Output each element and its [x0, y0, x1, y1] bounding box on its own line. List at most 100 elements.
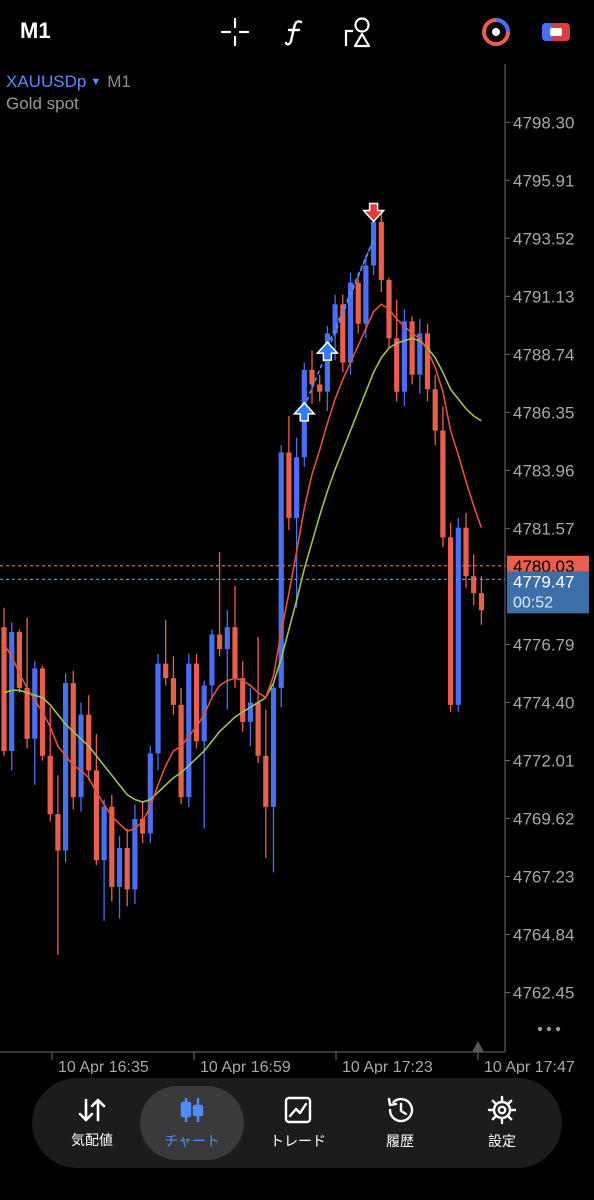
bid-price-box	[507, 571, 589, 614]
candle-body	[409, 321, 415, 375]
top-toolbar: M1	[0, 0, 594, 64]
symbol-description: Gold spot	[6, 94, 79, 113]
sell-arrow-icon	[361, 202, 386, 223]
candle-body	[163, 663, 169, 679]
candle-body	[109, 806, 115, 887]
indicator-function-icon[interactable]	[277, 14, 313, 50]
candle-body	[286, 452, 292, 518]
candle-body	[232, 627, 238, 679]
candle-body	[455, 527, 461, 705]
price-label: 4767.23	[513, 867, 574, 886]
time-label: 10 Apr 17:47	[484, 1059, 575, 1074]
candle-body	[394, 338, 400, 392]
moving-average-slow	[3, 337, 482, 803]
candle-body	[1, 627, 7, 751]
candle-body	[116, 848, 123, 887]
candle-body	[47, 755, 53, 815]
candle-body	[478, 593, 484, 611]
candle-body	[178, 704, 184, 798]
chart-candles-icon	[180, 1098, 204, 1122]
candle-body	[147, 753, 153, 834]
countdown-timer: 00:52	[513, 594, 553, 611]
one-click-trading-icon[interactable]	[478, 14, 514, 50]
candle-body	[55, 814, 61, 851]
nav-settings-label: 設定	[488, 1133, 516, 1149]
candle-body	[309, 369, 315, 385]
candle-body	[240, 678, 246, 722]
more-horizontal-icon[interactable]	[546, 1026, 552, 1032]
candle-body	[347, 282, 354, 363]
nav-quotes-label: 気配値	[71, 1132, 113, 1148]
crosshair-icon[interactable]	[217, 14, 253, 50]
candle-body	[16, 632, 22, 688]
ask-price-label: 4780.03	[513, 557, 574, 576]
nav-chart[interactable]: チャート	[140, 1086, 244, 1160]
more-horizontal-icon[interactable]	[555, 1026, 561, 1032]
moving-average-fast	[3, 303, 483, 833]
buy-arrow-icon	[315, 341, 340, 361]
candle-body	[324, 333, 330, 392]
candle-body	[78, 714, 84, 798]
timeframe-button[interactable]: M1	[20, 18, 51, 43]
price-label: 4762.45	[513, 984, 574, 1003]
candle-body	[363, 265, 369, 324]
candle-body	[317, 384, 323, 392]
candle-body	[70, 683, 76, 798]
price-chart[interactable]: 4798.30 4795.91 4793.52 4791.13 4788.74 4786.…	[0, 64, 594, 1074]
settings-icon	[487, 1095, 517, 1125]
candle-body	[401, 321, 407, 392]
price-label: 4776.79	[513, 635, 574, 654]
candle-body	[93, 770, 99, 861]
candle-body	[24, 687, 30, 739]
candle-body	[340, 304, 346, 363]
candle-body	[424, 333, 431, 390]
bottom-navigation: 気配値 チャート トレード 履歴	[32, 1078, 562, 1168]
candle-body	[417, 333, 423, 375]
price-label: 4769.62	[513, 809, 574, 828]
time-label: 10 Apr 16:35	[58, 1059, 149, 1074]
nav-settings[interactable]: 設定	[450, 1086, 554, 1160]
symbol-dropdown-icon[interactable]: ▼	[90, 76, 102, 88]
candle-body	[9, 632, 15, 751]
candle-body	[270, 687, 277, 807]
price-label: 4764.84	[513, 926, 574, 945]
price-label: 4772.01	[513, 751, 574, 770]
price-label: 4781.57	[513, 519, 574, 538]
candle-body	[86, 714, 92, 771]
candle-body	[294, 457, 300, 518]
trade-icon	[284, 1096, 312, 1124]
nav-quotes[interactable]: 気配値	[40, 1086, 144, 1160]
history-icon	[387, 1097, 414, 1123]
bid-price-label: 4779.47	[513, 572, 574, 591]
nav-chart-label: チャート	[164, 1133, 220, 1149]
buy-arrow-icon	[292, 401, 316, 422]
candle-body	[32, 668, 38, 739]
candle-body	[448, 537, 454, 705]
nav-trade[interactable]: トレード	[246, 1086, 350, 1160]
price-label: 4788.74	[513, 345, 574, 364]
nav-trade-label: トレード	[270, 1133, 326, 1149]
candle-body	[378, 221, 384, 281]
candle-body	[132, 818, 138, 890]
ask-price-box	[507, 555, 589, 576]
more-horizontal-icon[interactable]	[537, 1026, 543, 1032]
candle-body	[247, 702, 253, 722]
time-label: 10 Apr 17:23	[342, 1059, 433, 1074]
candle-body	[224, 627, 230, 650]
time-label: 10 Apr 16:59	[200, 1059, 291, 1074]
chart-shift-icon[interactable]	[472, 1041, 484, 1052]
price-label: 4793.52	[513, 229, 574, 248]
trade-line	[326, 239, 375, 347]
candle-body	[332, 304, 338, 334]
candle-body	[255, 702, 261, 756]
chart-timeframe: M1	[107, 72, 131, 91]
price-label: 4774.40	[513, 693, 574, 712]
nav-history[interactable]: 履歴	[348, 1086, 452, 1160]
symbol-label[interactable]: XAUUSDp ▼ M1	[6, 72, 131, 92]
candle-body	[463, 527, 469, 577]
account-toggle-icon[interactable]	[538, 14, 574, 50]
objects-icon[interactable]	[340, 14, 376, 50]
candle-body	[263, 755, 269, 807]
symbol-name: XAUUSDp	[6, 72, 87, 91]
candle-body	[209, 634, 215, 686]
